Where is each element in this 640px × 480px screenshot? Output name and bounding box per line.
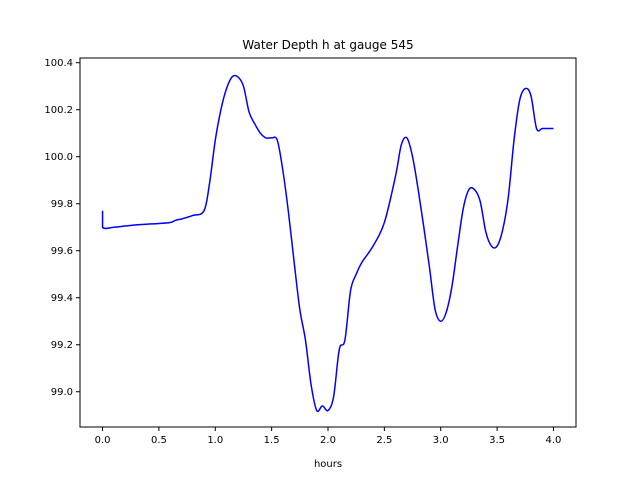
- y-tick-label: 99.0: [51, 387, 73, 398]
- axes-frame: [79, 57, 577, 428]
- x-tick-label: 1.5: [264, 435, 280, 446]
- y-tick-label: 99.6: [51, 246, 73, 257]
- x-axis: 0.0 0.5 1.0 1.5 2.0 2.5 3.0 3.5 4.0: [95, 427, 562, 446]
- x-tick-label: 1.0: [207, 435, 223, 446]
- x-axis-label: hours: [314, 459, 342, 470]
- y-tick-label: 99.2: [51, 340, 73, 351]
- x-tick-label: 2.0: [320, 435, 336, 446]
- x-tick-label: 3.0: [433, 435, 449, 446]
- y-tick-label: 99.8: [51, 199, 73, 210]
- chart-title: Water Depth h at gauge 545: [242, 38, 413, 52]
- series-line: [101, 74, 554, 413]
- y-tick-label: 99.4: [51, 293, 73, 304]
- y-tick-label: 100.4: [44, 58, 73, 69]
- x-tick-label: 0.0: [95, 435, 111, 446]
- y-tick-label: 100.2: [44, 105, 73, 116]
- x-tick-label: 0.5: [151, 435, 167, 446]
- y-axis: 99.0 99.2 99.4 99.6 99.8 100.0 100.2 100.4: [44, 58, 80, 398]
- plot-area: [101, 74, 554, 413]
- y-tick-label: 100.0: [44, 152, 73, 163]
- x-tick-label: 4.0: [546, 435, 562, 446]
- x-tick-label: 2.5: [376, 435, 392, 446]
- x-tick-label: 3.5: [489, 435, 505, 446]
